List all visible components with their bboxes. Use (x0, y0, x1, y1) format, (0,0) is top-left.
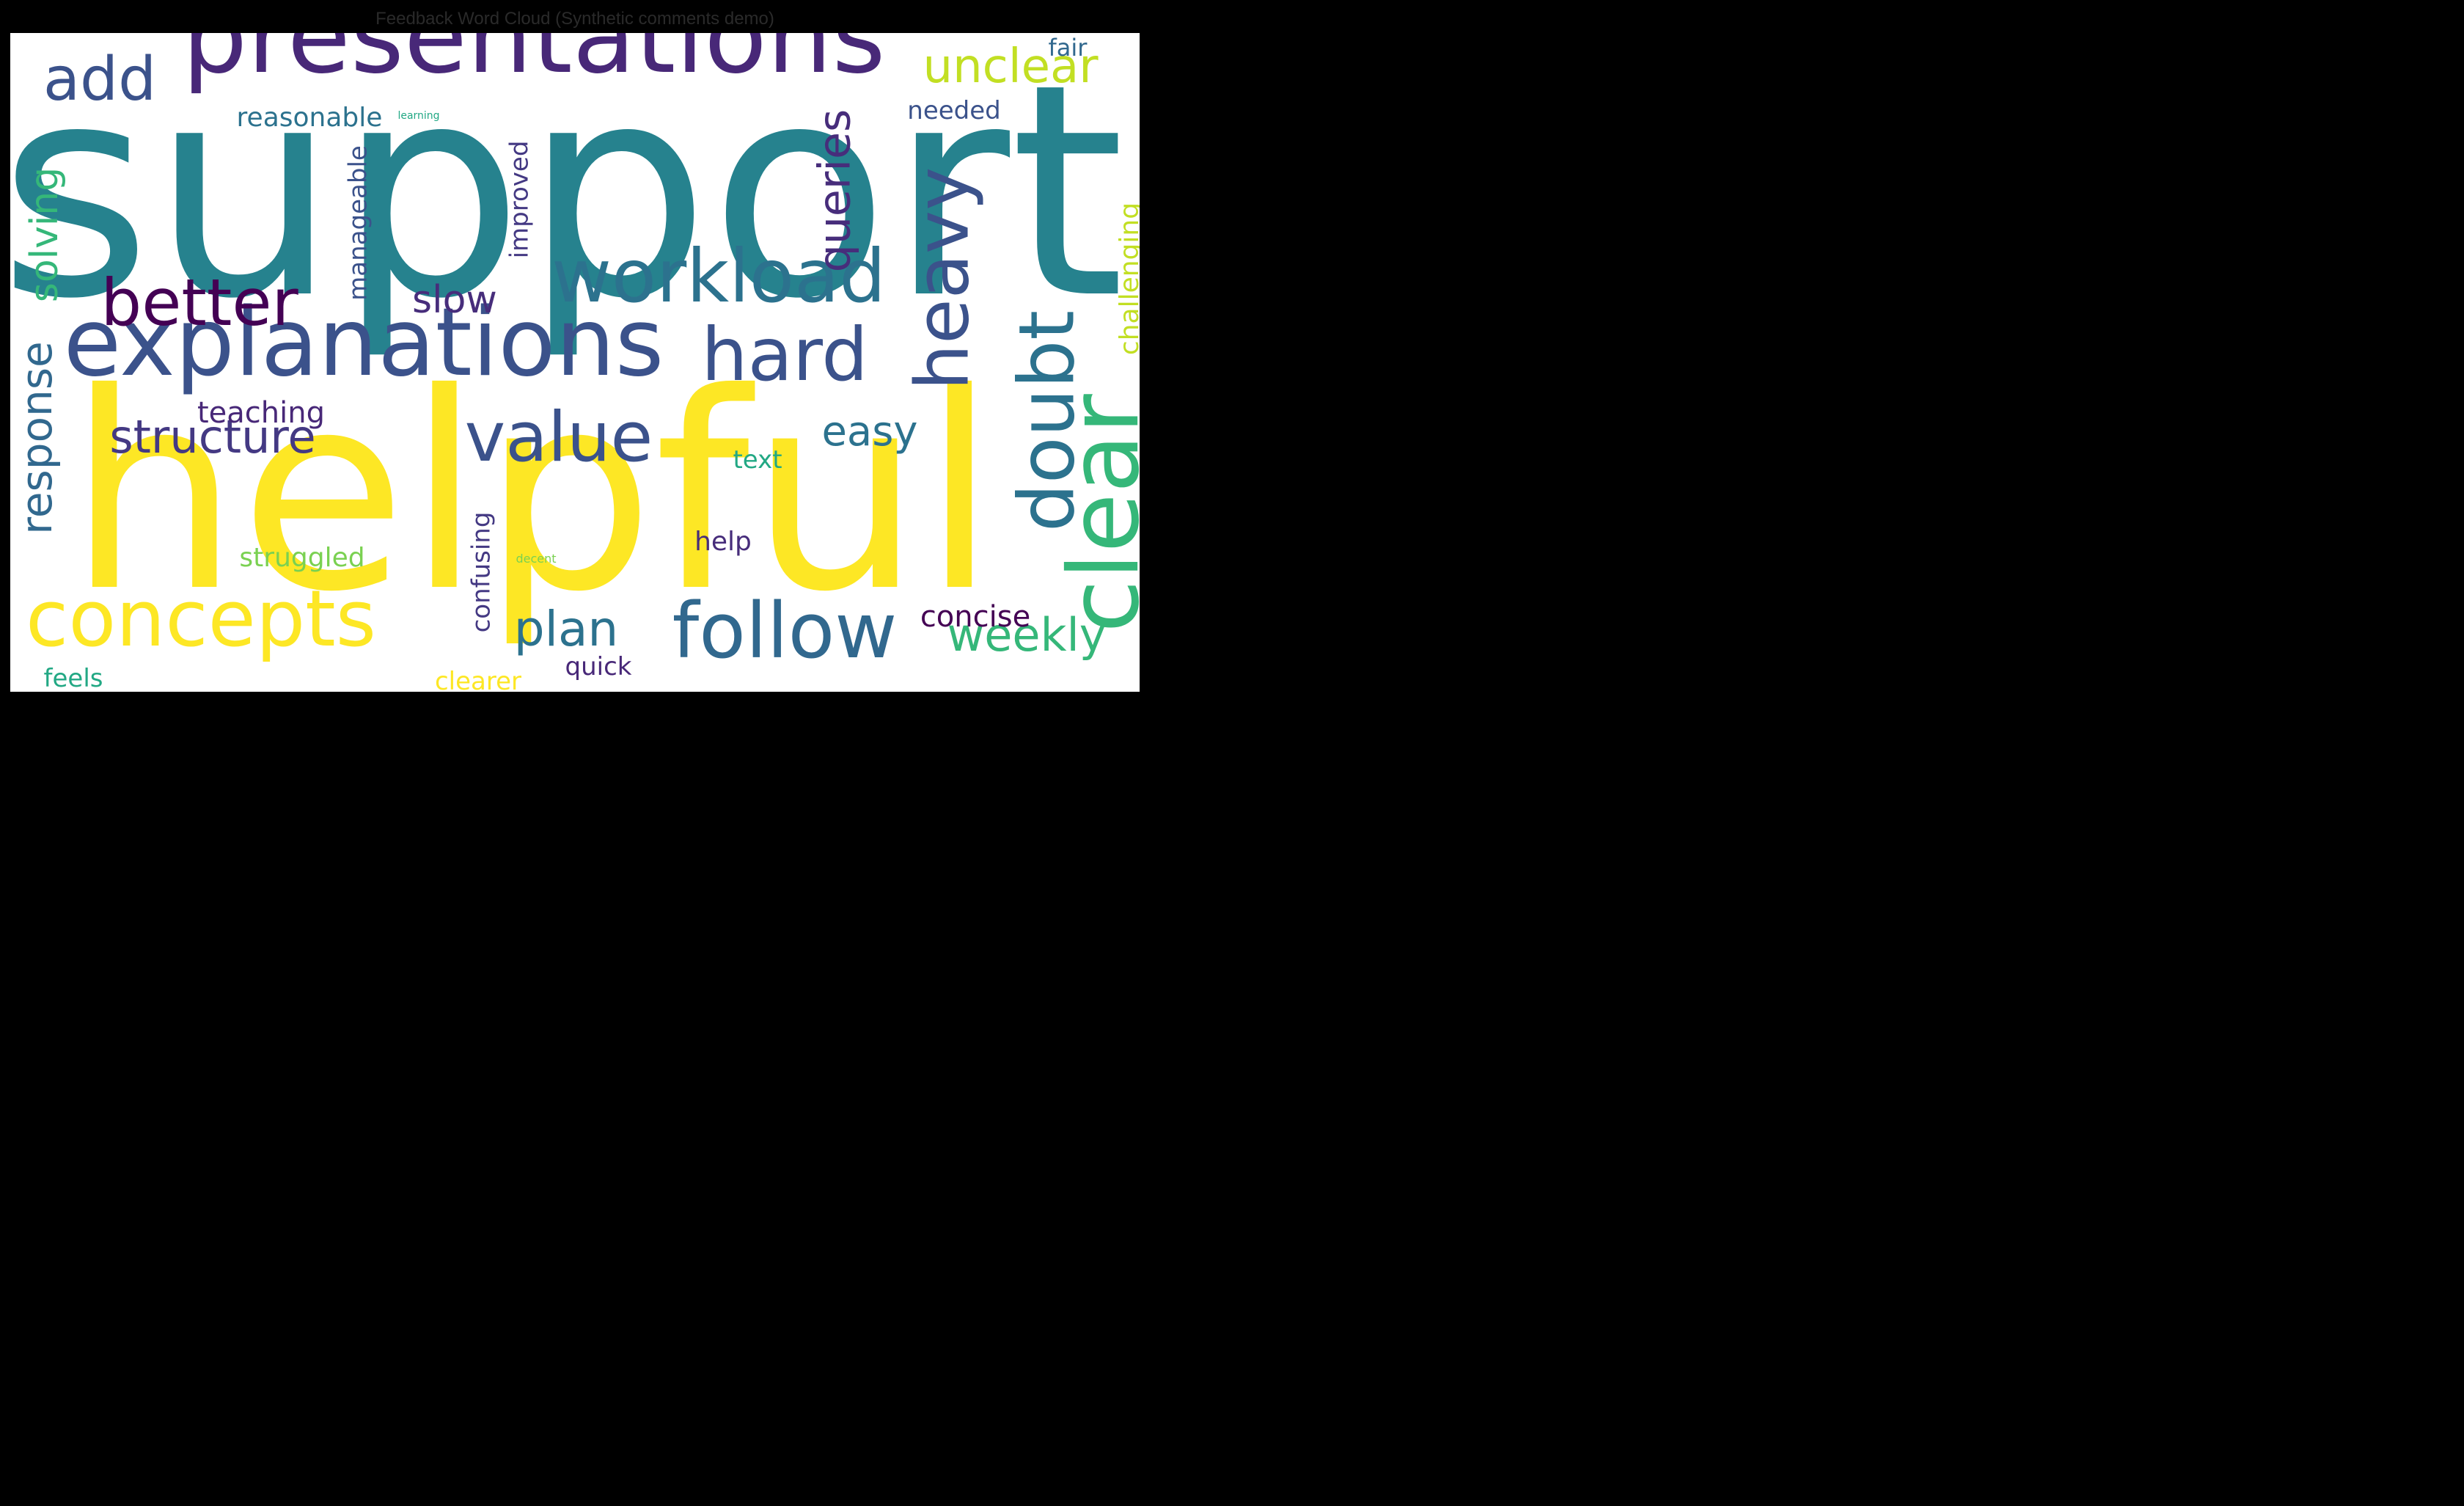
word-feels: feels (44, 664, 103, 692)
word-help: help (694, 527, 752, 557)
word-weekly: weekly (947, 608, 1107, 662)
word-teaching: teaching (197, 396, 325, 430)
word-easy: easy (821, 408, 917, 456)
word-support: support (10, 33, 1125, 363)
word-presentations: presentations (182, 33, 885, 97)
word-reasonable: reasonable (237, 103, 383, 133)
word-add: add (43, 45, 156, 114)
word-clearer: clearer (435, 667, 521, 692)
word-hard: hard (701, 312, 868, 398)
word-cloud: supporthelpfulpresentationsexplanationsw… (10, 33, 1140, 692)
word-slow: slow (412, 278, 497, 322)
word-learning: learning (397, 110, 439, 122)
word-decent: decent (516, 552, 556, 566)
word-value: value (465, 398, 653, 478)
word-confusing: confusing (467, 512, 496, 633)
word-helpful: helpful (67, 336, 997, 651)
word-heavy: heavy (899, 167, 985, 391)
word-explanations: explanations (64, 288, 664, 398)
word-queries: queries (810, 109, 861, 273)
word-improved: improved (505, 141, 535, 259)
word-solving: solving (23, 167, 67, 303)
word-plan: plan (514, 601, 619, 657)
word-structure: structure (109, 410, 315, 464)
word-challenging: challenging (1115, 202, 1140, 355)
word-needed: needed (907, 96, 1000, 125)
word-concise: concise (920, 600, 1030, 634)
word-fair: fair (1049, 34, 1088, 62)
word-better: better (100, 265, 298, 340)
word-follow: follow (672, 586, 898, 676)
word-concepts: concepts (26, 574, 376, 664)
word-text: text (733, 445, 782, 475)
word-workload: workload (551, 233, 886, 319)
chart-title: Feedback Word Cloud (Synthetic comments … (375, 9, 774, 29)
word-manageable: manageable (344, 145, 373, 301)
word-response: response (12, 341, 62, 534)
word-quick: quick (565, 652, 632, 681)
word-unclear: unclear (923, 40, 1099, 94)
word-doubt: doubt (1002, 310, 1091, 532)
word-clear: clear (1048, 393, 1140, 632)
word-struggled: struggled (239, 543, 364, 573)
